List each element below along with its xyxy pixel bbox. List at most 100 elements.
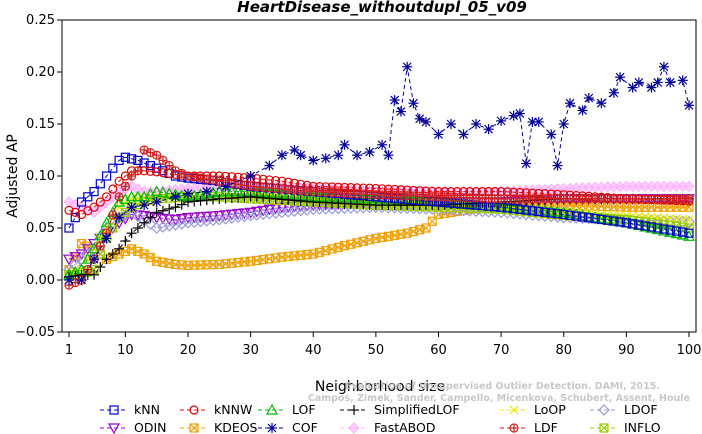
data-point <box>127 171 137 181</box>
data-point <box>170 202 181 213</box>
data-point <box>194 212 207 224</box>
x-tick-label: 30 <box>242 343 259 358</box>
data-point <box>114 176 124 186</box>
x-tick-label: 100 <box>677 343 702 358</box>
legend-item-fastabod: FastABOD <box>340 420 436 434</box>
data-point <box>263 207 276 220</box>
data-point <box>88 242 100 255</box>
data-point <box>89 202 99 212</box>
data-point <box>608 87 619 98</box>
data-point <box>114 243 125 254</box>
data-point <box>577 105 588 116</box>
data-point <box>89 254 100 265</box>
data-point <box>546 208 556 218</box>
data-point <box>521 158 532 169</box>
data-point <box>127 154 137 164</box>
data-point <box>602 215 613 225</box>
data-point <box>633 77 644 88</box>
data-point <box>502 203 512 213</box>
data-point <box>107 249 118 259</box>
legend-label: LDOF <box>624 402 658 417</box>
x-tick-label: 50 <box>368 343 385 358</box>
series-ldf <box>64 145 694 290</box>
data-point <box>294 204 307 217</box>
data-point <box>76 197 87 207</box>
data-point <box>352 150 363 161</box>
data-point <box>156 186 169 198</box>
data-point <box>182 216 194 229</box>
data-point <box>652 77 663 88</box>
data-point <box>157 221 169 233</box>
data-point <box>132 223 143 233</box>
data-point <box>377 139 388 150</box>
series-line <box>68 149 689 286</box>
data-point <box>101 192 112 202</box>
data-point <box>621 218 631 228</box>
data-point <box>678 227 688 237</box>
data-point <box>308 155 319 166</box>
data-point <box>295 150 306 161</box>
data-point <box>181 213 195 224</box>
series-cof <box>64 61 694 285</box>
legend-item-loop: LoOP <box>500 402 566 417</box>
data-point <box>95 197 105 207</box>
data-point <box>207 214 219 227</box>
data-point <box>540 207 550 217</box>
data-point <box>126 202 137 213</box>
x-tick-label: 20 <box>180 343 197 358</box>
data-point <box>219 210 232 222</box>
data-point <box>151 207 162 218</box>
y-tick-label: −0.05 <box>15 325 55 340</box>
data-point <box>207 211 220 223</box>
data-point <box>458 129 469 140</box>
data-point <box>133 166 143 176</box>
legend-item-odin: ODIN <box>100 420 167 434</box>
data-point <box>615 217 625 227</box>
data-point <box>683 215 695 228</box>
data-point <box>132 210 144 223</box>
data-point <box>120 181 130 191</box>
data-point <box>565 98 576 109</box>
legend-label: KDEOS <box>214 420 258 434</box>
data-point <box>420 116 431 127</box>
data-point <box>208 194 219 205</box>
legend-marker <box>109 405 119 415</box>
data-point <box>257 205 270 217</box>
data-point <box>89 269 100 280</box>
data-point <box>120 152 130 162</box>
data-point <box>64 223 74 233</box>
data-point <box>264 160 275 171</box>
y-axis: −0.05 0.00 0.05 0.10 0.15 0.20 0.25 <box>15 13 62 340</box>
data-point <box>219 212 232 225</box>
legend-marker <box>267 423 277 433</box>
legend-marker <box>598 404 610 416</box>
data-point <box>188 212 201 224</box>
data-point <box>189 196 200 207</box>
data-point <box>200 211 213 223</box>
legend-label: COF <box>292 420 318 434</box>
data-point <box>200 215 213 227</box>
data-point <box>433 129 444 140</box>
legend-label: LoOP <box>534 402 566 417</box>
data-point <box>408 98 419 109</box>
y-tick-label: 0.00 <box>26 273 55 288</box>
data-point <box>151 197 162 207</box>
legend-item-lof: LOF <box>258 402 316 417</box>
legend-marker <box>189 423 199 433</box>
data-point <box>509 204 519 214</box>
data-point <box>508 110 519 121</box>
data-point <box>684 228 694 238</box>
data-point <box>169 215 182 226</box>
data-point <box>101 171 112 181</box>
data-point <box>145 161 156 171</box>
data-point <box>483 124 494 135</box>
data-point <box>364 147 375 158</box>
data-point <box>627 82 638 93</box>
data-point <box>213 210 226 222</box>
data-point <box>220 181 231 192</box>
data-point <box>659 224 669 234</box>
data-point <box>289 145 300 155</box>
data-point <box>108 184 118 194</box>
data-point <box>139 200 150 211</box>
watermark-line-2: Campos, Zimek, Sander, Campello, Micenko… <box>308 393 690 404</box>
